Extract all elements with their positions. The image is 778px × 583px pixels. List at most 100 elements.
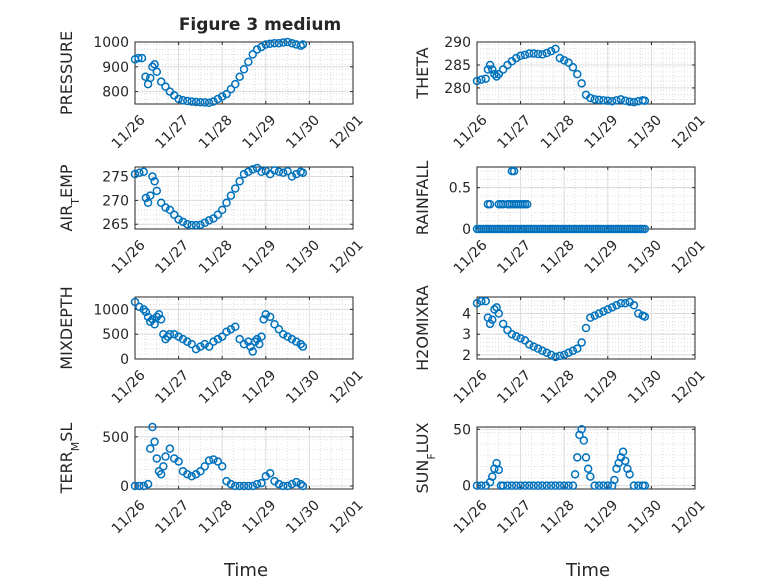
y-tick-label: 285 [444,58,471,74]
y-tick-label: 500 [102,430,129,446]
data-point [191,220,201,230]
data-point [640,481,650,490]
data-point [283,481,292,491]
axes-box [476,166,696,230]
data-point [270,166,279,175]
data-point [209,455,218,464]
data-point [178,334,188,344]
data-point [472,76,482,86]
data-point [559,481,569,490]
y-tick-label: 275 [102,170,129,186]
data-point [283,332,292,341]
data-point [620,298,630,308]
data-point [226,191,236,200]
data-point [581,453,591,462]
data-point [586,472,595,481]
data-point [607,96,617,106]
data-point [137,53,147,63]
data-point [618,447,628,457]
data-point [629,97,639,107]
y-tick-label: 0 [462,222,471,238]
data-point [265,469,275,478]
data-point [196,98,205,107]
data-point [542,348,552,358]
data-point [187,339,196,349]
data-point [255,339,264,349]
data-point [143,312,153,322]
data-point [148,172,157,181]
data-point [492,72,501,81]
data-point [209,97,218,106]
data-point [226,479,236,489]
data-point [174,457,183,466]
data-point [586,93,595,103]
y-axis-label: PRESSURE [57,31,76,115]
data-point [481,74,490,83]
data-point [239,65,249,74]
data-point [143,198,153,208]
data-point [542,48,552,58]
data-point [231,481,240,491]
data-point [640,312,650,321]
data-point [520,481,530,490]
data-point [213,210,223,219]
data-point [538,481,547,490]
data-point [156,77,166,86]
data-point [564,481,573,490]
data-point [274,479,284,489]
data-point [555,481,565,490]
y-axis-label: THETA [413,47,432,99]
data-point [568,481,578,490]
data-point [257,42,266,52]
data-point [278,481,288,491]
data-point [274,324,284,334]
data-point [607,303,617,312]
data-point [200,218,210,228]
data-point [196,220,205,229]
data-point [134,53,143,63]
data-point [538,50,547,59]
data-point [296,479,305,489]
data-point [599,96,608,105]
data-point [546,481,556,490]
axes-box [134,166,354,230]
data-point [143,479,153,489]
data-point [287,38,297,48]
data-point [298,342,308,351]
data-point [244,481,253,491]
data-point [298,481,308,491]
y-tick-label: 290 [444,35,471,51]
y-axis-label-part: LUX [413,422,432,453]
data-point [516,481,525,490]
data-point [257,332,266,341]
data-point [529,342,538,351]
data-point [577,338,586,347]
data-point [507,481,517,490]
data-point [161,203,170,212]
data-point [477,296,486,306]
data-point [226,84,236,94]
data-point [494,465,504,475]
data-point [270,38,279,48]
data-point [568,63,578,72]
data-point [564,348,573,358]
data-point [135,168,144,177]
data-point [525,340,534,349]
data-point [231,79,240,89]
data-point [511,481,521,490]
data-point [590,481,599,490]
data-point [629,481,639,490]
y-tick-label: 500 [102,327,129,343]
data-point [573,453,582,462]
y-axis-label: RAINFALL [413,161,432,236]
data-point [577,79,586,88]
data-point [235,177,244,186]
data-point [139,167,148,177]
data-point [590,95,599,104]
data-point [222,327,231,336]
data-point [498,65,508,74]
data-point [231,184,240,193]
data-point [130,297,140,307]
data-point [503,481,512,490]
